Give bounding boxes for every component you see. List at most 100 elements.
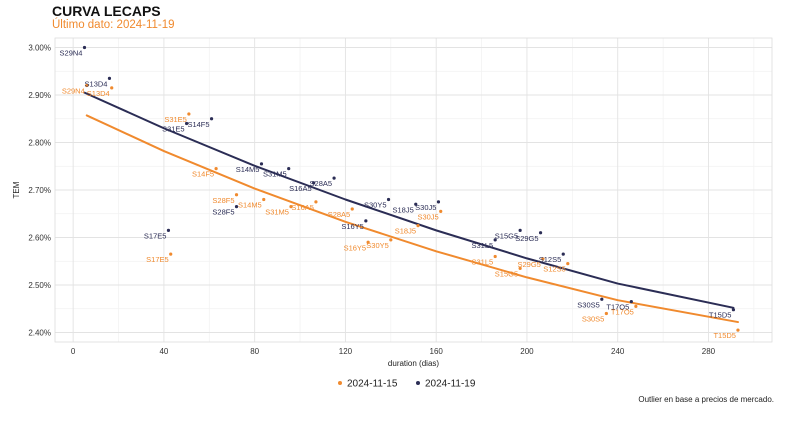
fit-curves <box>83 91 739 324</box>
data-point <box>107 76 112 80</box>
y-tick-label: 2.70% <box>28 186 51 195</box>
x-tick-label: 40 <box>159 347 168 356</box>
axis-ticks: 0 40 80 120 160 200 240 280 2.40% 2.50% 2.60% 2.70%… <box>28 44 715 357</box>
data-point <box>314 200 318 204</box>
x-tick-label: 200 <box>520 347 534 356</box>
x-tick-label: 160 <box>430 347 444 356</box>
data-point <box>736 328 740 332</box>
legend-label: 2024-11-19 <box>425 379 476 390</box>
point-label: T15D5 <box>709 311 732 320</box>
point-label: S28A5 <box>328 210 351 219</box>
point-label: S29N4 <box>62 87 85 96</box>
data-point <box>561 252 565 256</box>
point-label: S30J5 <box>415 203 436 212</box>
data-point <box>634 304 638 308</box>
point-label: S16Y5 <box>344 243 367 252</box>
point-label: S16Y5 <box>341 222 364 231</box>
y-axis-label: TEM <box>12 181 21 198</box>
legend: 2024-11-15 2024-11-19 <box>338 379 476 390</box>
data-point <box>187 112 191 116</box>
point-label: S28F5 <box>212 208 234 217</box>
x-tick-label: 120 <box>339 347 353 356</box>
y-tick-label: 2.90% <box>28 91 51 100</box>
grid-lines <box>54 37 773 343</box>
data-point <box>518 228 522 232</box>
data-point <box>414 202 418 206</box>
point-label: S30S5 <box>577 300 600 309</box>
data-point <box>312 181 316 185</box>
point-label: S16A5 <box>289 184 312 193</box>
point-label: S31L5 <box>471 258 493 267</box>
data-point <box>416 224 420 228</box>
legend-label: 2024-11-15 <box>347 379 398 390</box>
data-point <box>600 297 604 301</box>
data-point <box>110 86 114 90</box>
data-point <box>234 193 239 197</box>
data-point <box>166 228 171 232</box>
data-point <box>493 254 497 259</box>
data-point <box>436 200 441 204</box>
y-tick-label: 2.80% <box>28 139 51 148</box>
point-labels: S29N4 S13D4S31E5S17E5S14F5S28F5S14M5S31M5… <box>60 49 736 341</box>
y-tick-label: 3.00% <box>28 44 51 53</box>
point-label: S17E5 <box>146 255 169 264</box>
plot-frame <box>54 37 773 343</box>
data-point <box>287 167 291 171</box>
legend-marker <box>338 381 342 385</box>
point-label: T17O5 <box>611 307 634 316</box>
y-tick-label: 2.60% <box>28 234 51 243</box>
chart-caption: Outlier en base a precios de mercado. <box>638 395 774 404</box>
fit-curve-2024-11-15 <box>85 114 739 324</box>
data-point <box>209 117 214 121</box>
point-label: S14M5 <box>236 165 260 174</box>
data-point <box>389 238 393 242</box>
point-label: S12S5 <box>539 255 562 264</box>
data-point <box>85 83 89 88</box>
point-label: S18J5 <box>392 205 413 214</box>
point-label: S29G5 <box>515 234 538 243</box>
data-point <box>629 300 633 304</box>
y-tick-label: 2.40% <box>28 329 51 338</box>
data-points <box>82 45 740 332</box>
point-label: S14M5 <box>238 201 262 210</box>
point-label: S28A5 <box>310 179 333 188</box>
fit-curve-2024-11-19 <box>83 91 735 309</box>
point-label: S28F5 <box>212 196 234 205</box>
point-label: S18J5 <box>395 227 416 236</box>
point-label: S17E5 <box>144 231 167 240</box>
point-label: S30J5 <box>417 212 438 221</box>
data-point <box>386 197 391 202</box>
data-point <box>493 238 497 242</box>
point-label: S16A5 <box>291 203 314 212</box>
chart-title: CURVA LECAPS <box>52 3 161 19</box>
data-point <box>262 197 266 202</box>
legend-marker <box>416 381 420 385</box>
point-label: S30Y5 <box>364 201 387 210</box>
point-label: S29G5 <box>517 260 540 269</box>
data-point <box>366 240 370 244</box>
point-label: S15G5 <box>495 269 518 278</box>
point-label: S31M5 <box>265 208 289 217</box>
point-label: S31E5 <box>162 125 185 134</box>
x-tick-label: 0 <box>71 347 76 356</box>
point-label: S31E5 <box>164 115 187 124</box>
data-point <box>731 308 736 312</box>
point-label: S14F5 <box>187 120 209 129</box>
data-point <box>169 252 173 256</box>
x-tick-label: 240 <box>611 347 625 356</box>
x-tick-label: 280 <box>702 347 716 356</box>
x-axis-label: duration (dias) <box>388 359 439 368</box>
data-point <box>289 205 293 209</box>
data-point <box>234 205 239 209</box>
point-label: S29N4 <box>60 49 83 58</box>
data-point <box>439 209 443 213</box>
point-label: S31M5 <box>263 170 287 179</box>
data-point <box>185 121 189 126</box>
point-label: S31L5 <box>471 241 493 250</box>
data-point <box>82 45 87 50</box>
data-point <box>538 231 543 235</box>
x-tick-label: 80 <box>250 347 259 356</box>
data-point <box>541 257 545 261</box>
point-label: S30S5 <box>582 315 605 324</box>
